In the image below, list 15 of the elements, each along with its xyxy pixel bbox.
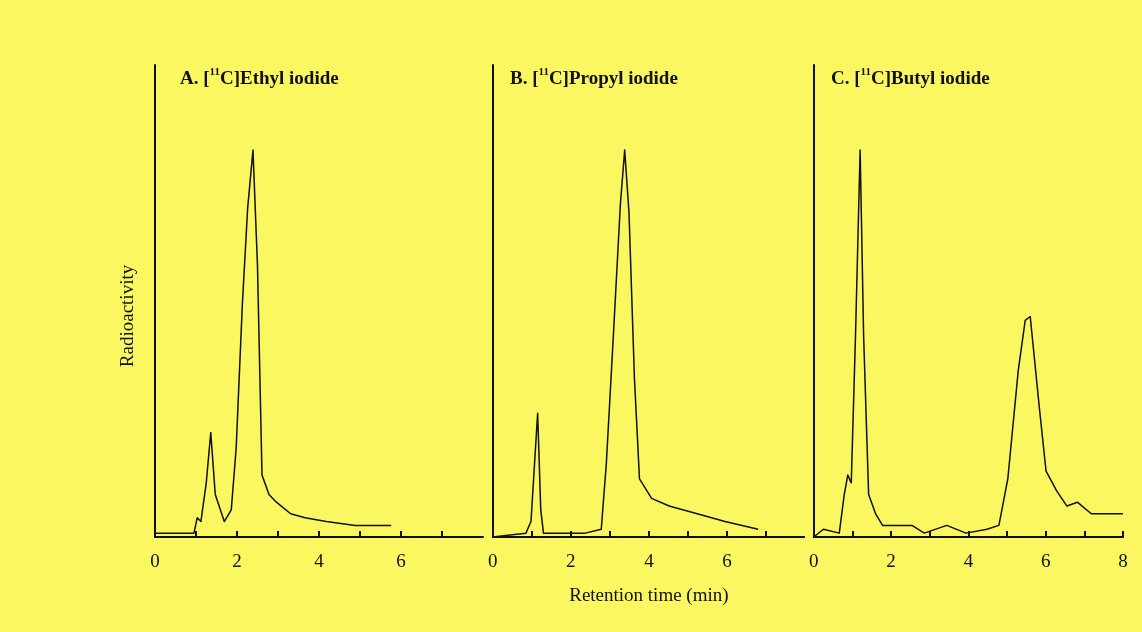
y-axis-title: Radioactivity: [116, 264, 137, 368]
x-tick-label: 4: [314, 550, 325, 571]
x-tick-label: 2: [886, 550, 896, 571]
x-tick-label: 6: [1040, 550, 1051, 571]
x-tick-label: 4: [644, 550, 655, 571]
x-tick-label: 0: [488, 550, 498, 571]
x-tick-label: 8: [1118, 550, 1128, 571]
x-tick-label: 4: [963, 550, 974, 571]
x-tick-label: 6: [396, 550, 406, 571]
x-tick-label: 2: [566, 550, 576, 571]
x-tick-label: 0: [809, 550, 819, 571]
x-tick-label: 2: [232, 550, 242, 571]
x-tick-label: 6: [722, 550, 732, 571]
x-tick-label: 0: [150, 550, 160, 571]
x-axis-title: Retention time (min): [569, 584, 729, 606]
